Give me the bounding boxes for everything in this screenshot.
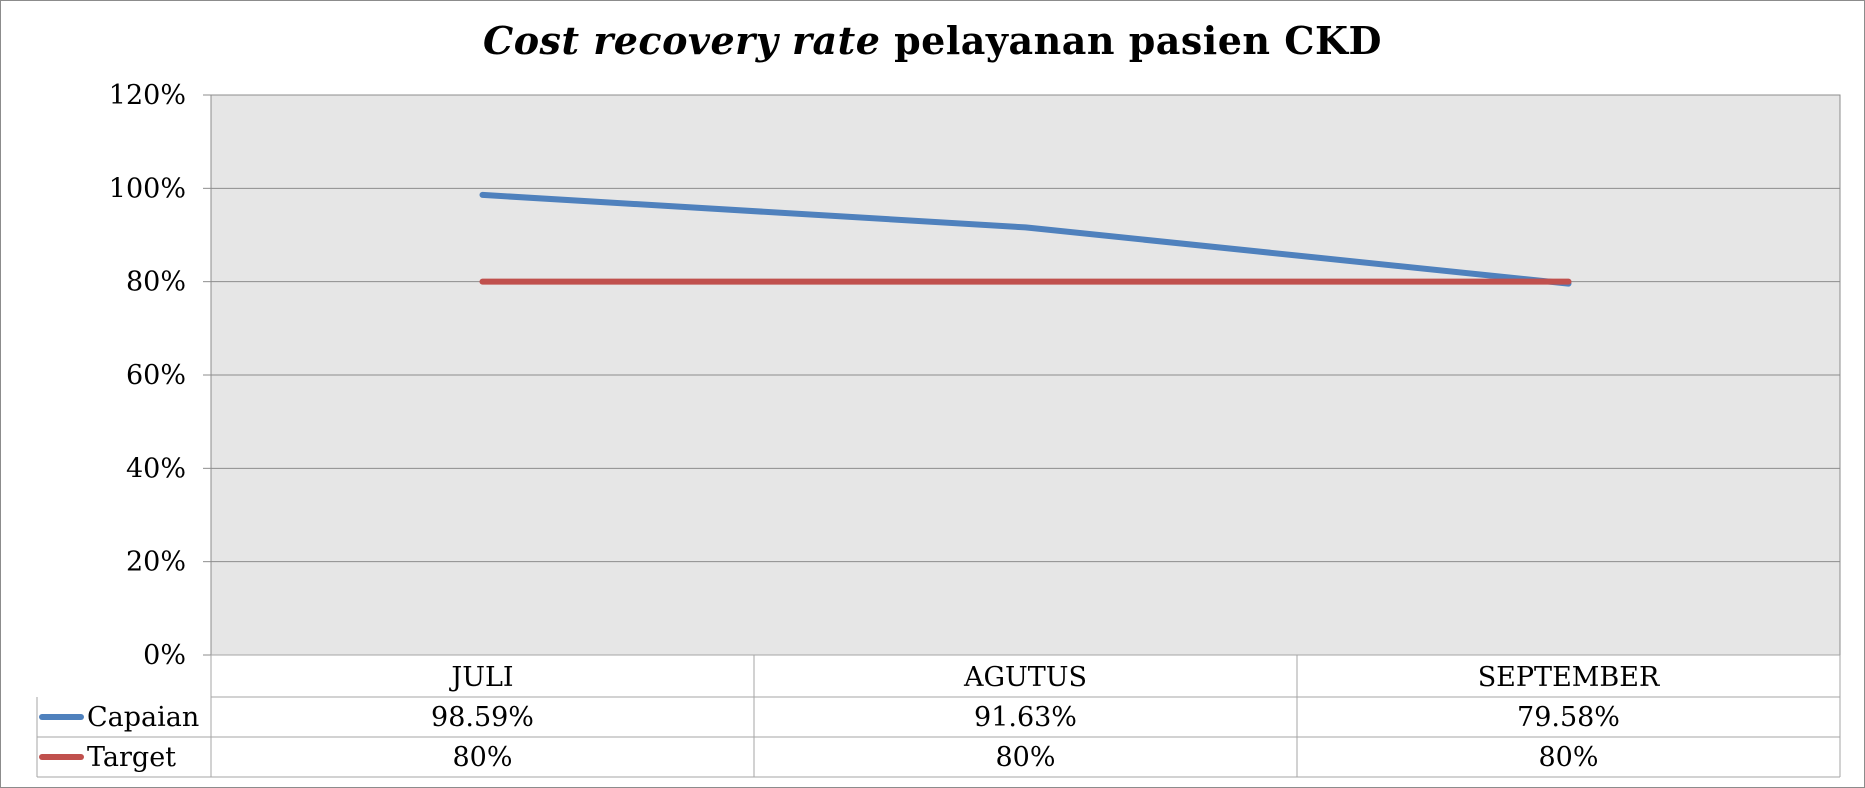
y-tick-label: 20% bbox=[126, 547, 186, 578]
plot-area: 0% 20% 40% 60% 80% 100% 120% bbox=[109, 80, 1841, 671]
chart-title: Cost recovery rate pelayanan pasien CKD bbox=[0, 18, 1865, 63]
legend-label-target: Target bbox=[87, 742, 176, 773]
series-lines bbox=[479, 191, 1572, 287]
data-label: 91.63% bbox=[974, 702, 1077, 733]
data-label: 98.59% bbox=[431, 702, 534, 733]
y-tick-label: 0% bbox=[143, 640, 186, 671]
y-tick-label: 60% bbox=[126, 360, 186, 391]
y-tick-label: 40% bbox=[126, 453, 186, 484]
data-label: 80% bbox=[452, 742, 512, 773]
data-label: 80% bbox=[1538, 742, 1598, 773]
y-tick-label: 120% bbox=[109, 80, 186, 111]
data-label: 79.58% bbox=[1517, 702, 1620, 733]
data-table: JULI AGUTUS SEPTEMBER Capaian 98.59% 91.63% 79… bbox=[36, 654, 1841, 778]
legend-label-capaian: Capaian bbox=[87, 702, 199, 733]
x-category-label: JULI bbox=[448, 662, 513, 693]
data-label: 80% bbox=[995, 742, 1055, 773]
y-tick-label: 100% bbox=[109, 173, 186, 204]
chart-title-rest: pelayanan pasien CKD bbox=[894, 18, 1383, 63]
y-tick-label: 80% bbox=[126, 267, 186, 298]
x-category-label: SEPTEMBER bbox=[1478, 662, 1660, 693]
x-category-label: AGUTUS bbox=[963, 662, 1087, 693]
chart-title-italic: Cost recovery rate bbox=[482, 18, 881, 63]
